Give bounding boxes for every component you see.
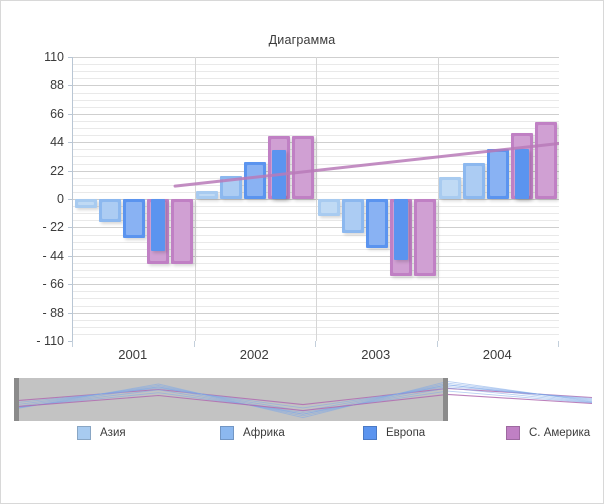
sparkline-path (14, 393, 592, 412)
legend-item[interactable]: Африка (220, 426, 285, 440)
y-axis-tick-label: 0 (57, 192, 64, 206)
x-axis-tick-label: 2001 (118, 347, 148, 362)
y-axis-tick (68, 284, 73, 286)
bar-inner (101, 202, 118, 220)
bar[interactable] (317, 199, 340, 216)
y-axis-tick (68, 142, 73, 144)
bar-inner (538, 124, 555, 196)
bar-inner (173, 202, 190, 261)
bar-inner (223, 178, 240, 196)
y-axis-tick (68, 227, 73, 229)
y-axis-tick-label: 22 (50, 163, 64, 178)
sparkline-path (14, 380, 592, 419)
x-axis-tick (72, 341, 73, 347)
bar-inner (320, 202, 337, 213)
category-separator (316, 57, 317, 341)
bar-inner (490, 151, 507, 196)
legend-item[interactable]: Европа (363, 426, 425, 440)
y-axis-tick-label: 88 (50, 78, 64, 93)
y-axis-tick (68, 113, 73, 115)
legend-label: Европа (386, 427, 426, 439)
range-right-handle[interactable] (442, 378, 448, 421)
bar[interactable] (244, 161, 267, 199)
bar[interactable] (393, 199, 408, 260)
range-track[interactable] (14, 378, 592, 421)
y-axis-tick (68, 341, 73, 342)
legend-label: С. Америка (529, 427, 591, 439)
legend-label: Азия (100, 427, 126, 439)
y-axis-tick-label: 110 (44, 50, 64, 64)
legend-label: Африка (243, 427, 285, 439)
overview-sparkline (14, 380, 592, 419)
y-axis-tick (68, 85, 73, 87)
bar[interactable] (292, 135, 315, 199)
x-axis-tick (193, 341, 195, 347)
x-axis-tick (315, 341, 316, 347)
category-separator (437, 57, 439, 341)
bar[interactable] (535, 121, 558, 199)
y-axis-tick (68, 199, 73, 200)
y-axis-tick (68, 170, 73, 172)
y-axis-tick-label: 44 (50, 135, 64, 150)
bar[interactable] (365, 199, 388, 249)
bar[interactable] (487, 148, 510, 199)
range-left-handle[interactable] (14, 378, 19, 421)
legend-swatch (77, 426, 91, 440)
chart-legend: Азия Африка Европа С. Америка (77, 426, 590, 450)
bar-inner (295, 138, 312, 196)
sparkline-path (14, 384, 592, 417)
bar-inner (77, 202, 94, 206)
x-axis-tick-label: 2002 (239, 347, 269, 362)
chart-title: Диаграмма (268, 33, 336, 47)
bar[interactable] (150, 199, 165, 251)
bar[interactable] (196, 191, 219, 199)
legend-item[interactable]: Азия (77, 426, 126, 440)
y-axis-tick-label: - 44 (42, 248, 64, 263)
bar[interactable] (515, 148, 530, 199)
bar[interactable] (272, 149, 287, 199)
sparkline-path (14, 387, 592, 415)
sparkline-path (14, 390, 592, 413)
bar-inner (199, 194, 216, 196)
bar[interactable] (122, 199, 145, 238)
bar-inner (442, 180, 459, 196)
y-axis-tick-label: - 22 (42, 220, 64, 235)
bar-inner (466, 165, 483, 196)
y-axis-tick (68, 57, 73, 58)
bar-inner (247, 164, 264, 196)
category-separator (194, 57, 196, 341)
y-axis-tick-label: - 110 (36, 334, 64, 348)
y-axis-tick (68, 312, 73, 314)
plot-area (68, 57, 559, 342)
legend-item[interactable]: С. Америка (506, 426, 590, 440)
bar-inner (416, 202, 433, 274)
x-axis-tick (436, 341, 438, 347)
bar-inner (125, 202, 142, 235)
bar[interactable] (98, 199, 121, 223)
y-axis-tick-label: 66 (50, 106, 64, 121)
bar-inner (344, 202, 361, 230)
legend-swatch (363, 426, 377, 440)
y-axis-tick-label: - 88 (42, 305, 64, 320)
bar[interactable] (439, 177, 462, 199)
bar[interactable] (170, 199, 193, 264)
y-axis-tick-label: - 66 (42, 277, 64, 292)
legend-swatch (220, 426, 234, 440)
x-axis-tick-label: 2004 (482, 347, 512, 362)
x-axis-tick-label: 2003 (361, 347, 391, 362)
x-axis-tick (558, 341, 559, 347)
bar[interactable] (413, 199, 436, 277)
range-selector[interactable] (14, 378, 592, 421)
bar[interactable] (74, 199, 97, 209)
bar-inner (368, 202, 385, 246)
bar[interactable] (220, 175, 243, 199)
legend-swatch (506, 426, 520, 440)
y-axis-tick (68, 255, 73, 257)
plot-inner (73, 57, 559, 341)
bar[interactable] (341, 199, 364, 233)
bar[interactable] (463, 162, 486, 199)
